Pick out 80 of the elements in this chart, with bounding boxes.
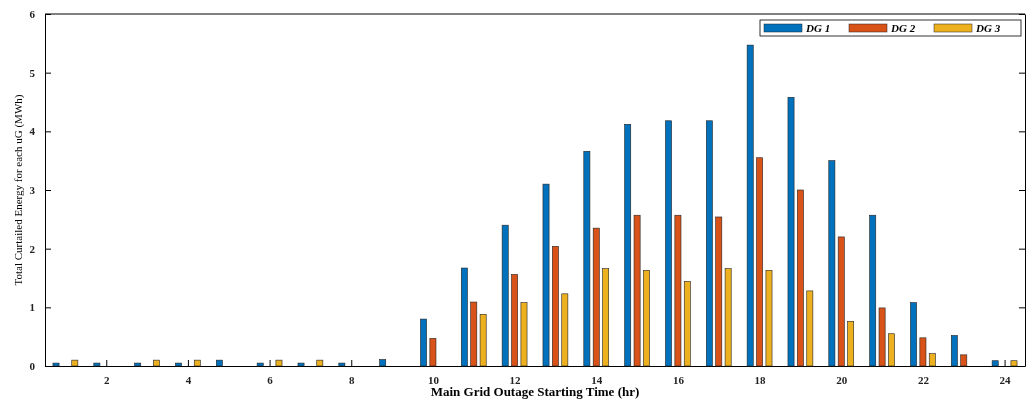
bar xyxy=(797,189,804,367)
bar xyxy=(633,214,641,367)
x-tick-label: 6 xyxy=(267,373,274,386)
bar xyxy=(153,359,160,367)
bar xyxy=(592,227,600,367)
bar xyxy=(910,302,917,367)
x-axis-title: Main Grid Outage Starting Time (hr) xyxy=(430,384,640,399)
bar xyxy=(470,301,478,367)
y-tick-label: 2 xyxy=(29,242,36,255)
legend-label: DG 3 xyxy=(975,22,1001,34)
bar xyxy=(511,274,518,367)
bar xyxy=(193,359,201,367)
bar xyxy=(542,183,550,367)
x-tick-label: 20 xyxy=(836,373,848,386)
x-tick-label: 18 xyxy=(754,373,767,386)
bar xyxy=(960,354,968,367)
bar xyxy=(919,337,927,367)
bar xyxy=(928,353,936,367)
bar xyxy=(806,290,814,367)
bar xyxy=(643,270,650,367)
y-tick-label: 1 xyxy=(29,301,35,314)
y-axis-title: Total Curtailed Energy for each uG (MWh) xyxy=(12,94,25,286)
bar xyxy=(674,214,682,367)
bar xyxy=(583,150,591,367)
bar xyxy=(624,123,632,367)
y-tick-label: 4 xyxy=(29,125,36,138)
bar xyxy=(256,362,264,367)
bar xyxy=(951,335,958,367)
bar xyxy=(429,338,437,367)
bar xyxy=(275,359,283,367)
bar xyxy=(787,97,795,367)
bar xyxy=(71,359,79,367)
bar xyxy=(869,214,877,367)
bar xyxy=(479,314,487,367)
x-tick-label: 12 xyxy=(509,373,522,386)
legend-label: DG 2 xyxy=(890,22,916,34)
bar xyxy=(520,302,528,367)
bar xyxy=(602,268,609,367)
y-tick-label: 5 xyxy=(29,66,36,79)
x-tick-label: 10 xyxy=(427,373,440,386)
bar xyxy=(706,120,713,367)
bar xyxy=(338,362,346,367)
bar xyxy=(724,268,732,367)
bar xyxy=(52,362,60,367)
bar xyxy=(561,293,569,367)
bar xyxy=(765,270,773,367)
x-tick-label: 2 xyxy=(104,373,110,386)
x-tick-label: 14 xyxy=(591,373,603,386)
bar xyxy=(216,359,223,367)
bar xyxy=(379,359,387,367)
x-tick-label: 4 xyxy=(185,373,192,386)
bar xyxy=(175,362,182,367)
legend-label: DG 1 xyxy=(805,22,831,34)
bar xyxy=(461,267,468,367)
bar xyxy=(847,321,854,367)
y-tick-label: 3 xyxy=(29,184,36,197)
bar xyxy=(665,120,672,367)
bar xyxy=(756,157,763,367)
x-tick-label: 22 xyxy=(917,373,930,386)
bar xyxy=(297,362,305,367)
x-tick-label: 8 xyxy=(349,373,355,386)
bar xyxy=(878,307,886,367)
bar xyxy=(991,360,999,367)
bar xyxy=(1010,360,1018,367)
bar xyxy=(316,359,324,367)
bar xyxy=(501,224,509,367)
y-tick-label: 0 xyxy=(29,360,36,373)
x-tick-label: 24 xyxy=(999,373,1012,386)
bar xyxy=(888,333,895,367)
bar xyxy=(93,362,101,367)
bar xyxy=(683,281,691,367)
bar xyxy=(715,216,723,367)
bar xyxy=(828,160,836,367)
x-tick-label: 16 xyxy=(672,373,685,386)
bar xyxy=(134,362,142,367)
bar xyxy=(420,318,427,367)
bar xyxy=(552,246,559,367)
bar xyxy=(837,236,845,367)
y-tick-label: 6 xyxy=(29,8,36,21)
bar xyxy=(746,44,754,367)
